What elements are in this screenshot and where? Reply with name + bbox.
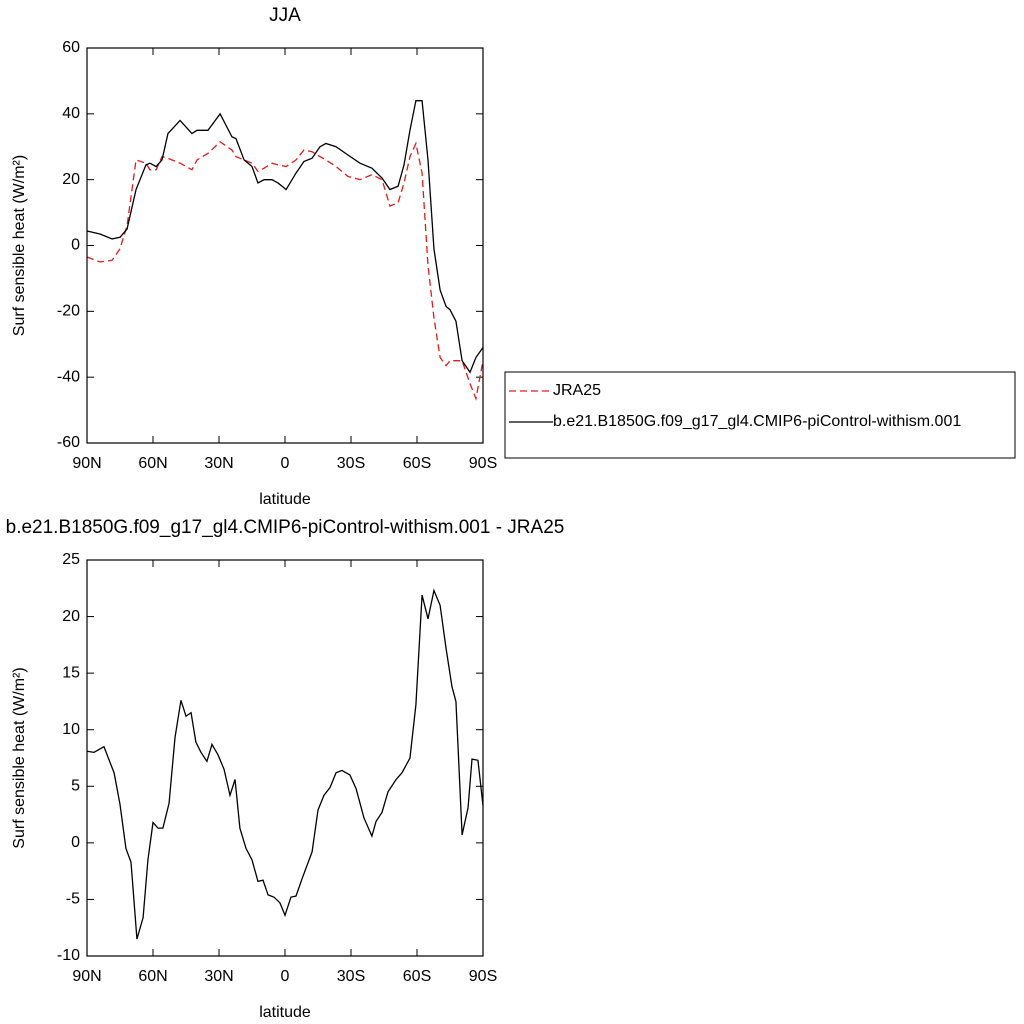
x-tick-label: 30S [337, 968, 365, 985]
data-line [86, 140, 484, 401]
plot-frame [86, 559, 484, 957]
x-tick-label: 90S [469, 968, 497, 985]
y-tick-label: -10 [57, 947, 80, 964]
x-tick-label: 90N [72, 455, 101, 472]
y-tick-label: 15 [62, 664, 80, 681]
y-tick-label: -60 [57, 434, 80, 451]
data-line [86, 100, 484, 374]
x-tick-label: 60S [403, 968, 431, 985]
legend-label: JRA25 [553, 382, 601, 399]
x-axis-label: latitude [259, 1004, 311, 1021]
x-tick-label: 90N [72, 968, 101, 985]
x-tick-label: 60N [138, 968, 167, 985]
x-tick-label: 30N [204, 968, 233, 985]
x-axis-label: latitude [259, 491, 311, 508]
x-tick-label: 0 [281, 455, 290, 472]
x-tick-label: 0 [281, 968, 290, 985]
y-tick-label: 0 [71, 834, 80, 851]
y-tick-label: -5 [66, 891, 80, 908]
y-tick-label: -20 [57, 303, 80, 320]
y-tick-label: 40 [62, 105, 80, 122]
y-tick-label: -40 [57, 368, 80, 385]
y-tick-label: 60 [62, 39, 80, 56]
chart-title: b.e21.B1850G.f09_g17_gl4.CMIP6-piControl… [6, 517, 565, 538]
x-tick-label: 30N [204, 455, 233, 472]
plot-frame [86, 47, 484, 444]
x-tick-label: 90S [469, 455, 497, 472]
chart-title: JJA [269, 5, 301, 26]
y-tick-label: 5 [71, 778, 80, 795]
y-tick-label: 10 [62, 721, 80, 738]
y-axis-label: Surf sensible heat (W/m²) [11, 667, 28, 848]
y-tick-label: 25 [62, 551, 80, 568]
legend-label: b.e21.B1850G.f09_g17_gl4.CMIP6-piControl… [553, 413, 961, 430]
x-tick-label: 60N [138, 455, 167, 472]
x-tick-label: 30S [337, 455, 365, 472]
y-tick-label: 20 [62, 171, 80, 188]
y-axis-label: Surf sensible heat (W/m²) [11, 155, 28, 336]
data-line [86, 588, 484, 940]
y-tick-label: 20 [62, 608, 80, 625]
legend-box [504, 371, 1016, 459]
y-tick-label: 0 [71, 237, 80, 254]
x-tick-label: 60S [403, 455, 431, 472]
